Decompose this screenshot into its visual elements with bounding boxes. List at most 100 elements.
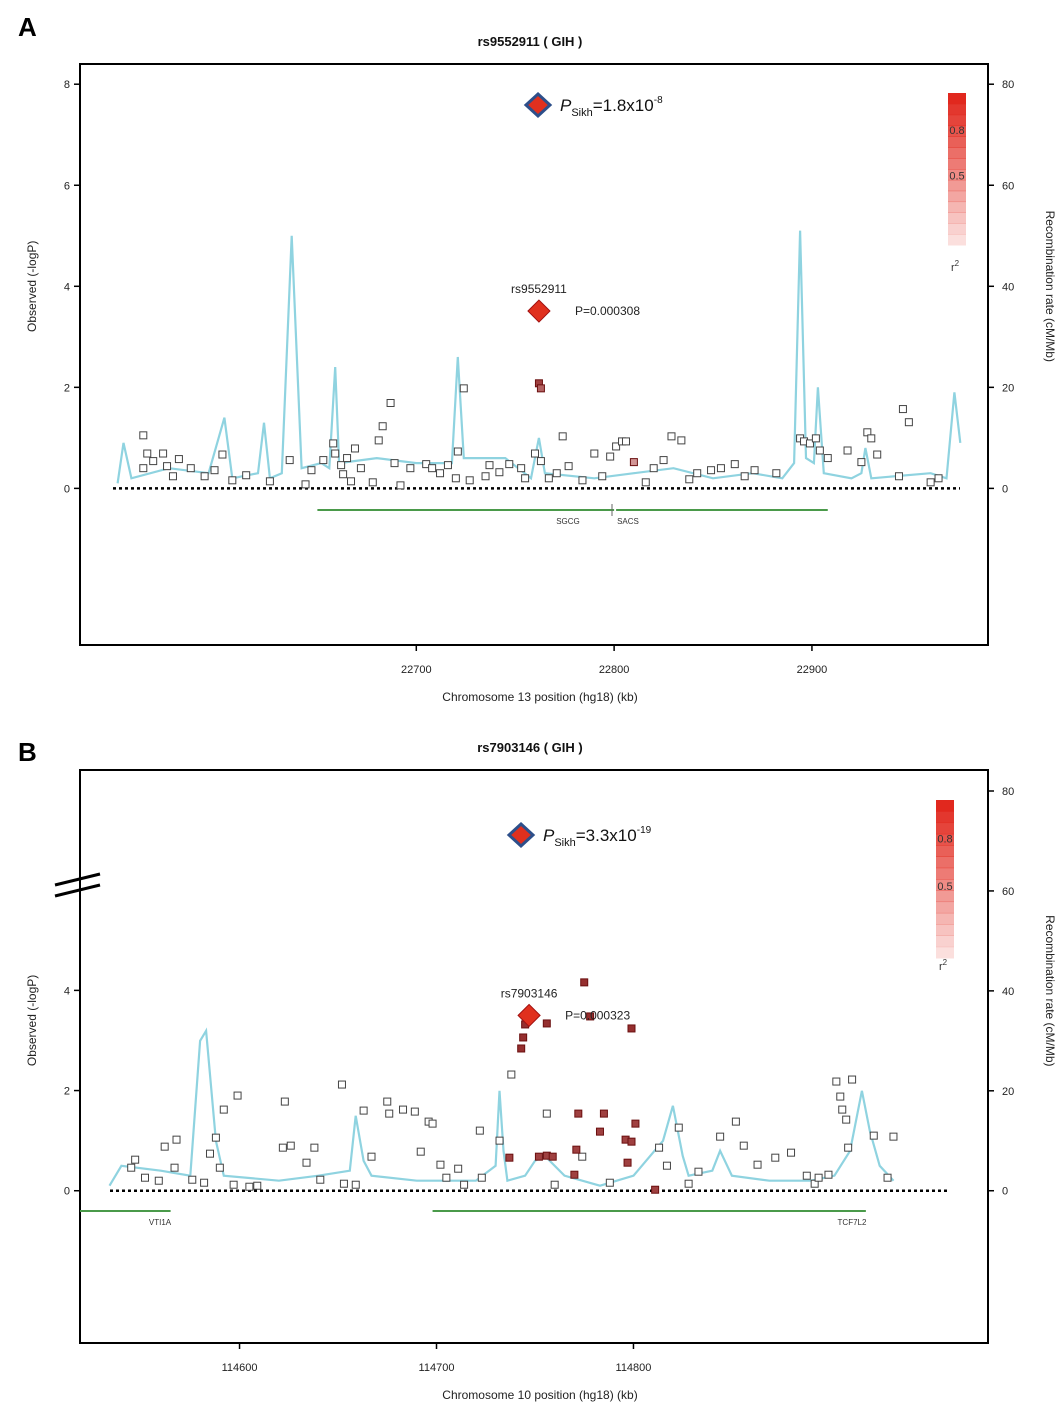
ld-colorbar-step <box>936 935 954 948</box>
ld-colorbar-step <box>936 811 954 824</box>
snp-point <box>599 1109 608 1118</box>
y2-tick-label: 60 <box>1002 886 1014 898</box>
ld-colorbar-step <box>936 800 954 812</box>
snp-point <box>651 1185 660 1194</box>
snp-point <box>436 1160 445 1169</box>
ld-legend-title: r2 <box>951 259 960 274</box>
ld-colorbar-step <box>948 201 966 213</box>
plot-frame <box>79 769 989 1344</box>
snp-point <box>280 1097 289 1106</box>
snp-point <box>578 1152 587 1161</box>
snp-point <box>674 1123 683 1132</box>
snp-point <box>580 978 589 987</box>
x-axis-label: Chromosome 10 position (hg18) (kb) <box>442 1388 637 1402</box>
snp-point <box>629 458 638 467</box>
y2-tick-label: 0 <box>1002 1186 1008 1198</box>
chart-title: rs9552911 ( GIH ) <box>478 34 583 49</box>
snp-point <box>160 1142 169 1151</box>
gene-label: TCF7L2 <box>838 1218 867 1227</box>
ld-colorbar-step <box>948 125 966 137</box>
snp-point <box>842 1115 851 1124</box>
snp-point <box>356 464 365 473</box>
snp-point <box>685 475 694 484</box>
x-tick-label: 114800 <box>616 1362 652 1374</box>
snp-point <box>898 405 907 414</box>
snp-point <box>465 476 474 485</box>
snp-point <box>627 1024 636 1033</box>
ld-colorbar-step <box>936 833 954 846</box>
lead-snp-name: rs7903146 <box>501 986 558 1000</box>
snp-point <box>410 1107 419 1116</box>
snp-point <box>143 449 152 458</box>
snp-point <box>536 457 545 466</box>
snp-point <box>481 472 490 481</box>
y-axis-label: Observed (-logP) <box>25 241 39 332</box>
snp-point <box>873 450 882 459</box>
snp-point <box>544 474 553 483</box>
snp-point <box>475 1126 484 1135</box>
y2-axis-label: Recombination rate (cM/Mb) <box>1043 915 1057 1066</box>
snp-point <box>307 466 316 475</box>
ld-legend-tick: 0.5 <box>949 171 964 183</box>
y-tick-label: 8 <box>64 79 70 91</box>
snp-point <box>889 1132 898 1141</box>
snp-point <box>716 464 725 473</box>
x-tick-label: 22700 <box>401 664 432 676</box>
snp-point <box>753 1160 762 1169</box>
ld-colorbar-step <box>948 158 966 170</box>
snp-point <box>771 1153 780 1162</box>
recombination-rate-line <box>116 230 962 484</box>
snp-point <box>586 1012 595 1021</box>
snp-point <box>542 1019 551 1028</box>
snp-point <box>385 1109 394 1118</box>
snp-point <box>454 1164 463 1173</box>
meta-p-annotation: PSikh=3.3x10-19 <box>543 825 652 849</box>
snp-point <box>815 446 824 455</box>
y2-tick-label: 80 <box>1002 79 1014 91</box>
ld-colorbar-step <box>948 212 966 224</box>
snp-point <box>390 459 399 468</box>
snp-point <box>926 478 935 487</box>
panel-label: B <box>18 737 37 767</box>
snp-point <box>228 476 237 485</box>
snp-point <box>233 1091 242 1100</box>
snp-point <box>716 1132 725 1141</box>
snp-point <box>641 478 650 487</box>
snp-point <box>731 1117 740 1126</box>
snp-point <box>894 472 903 481</box>
ld-colorbar-step <box>948 93 966 105</box>
snp-point <box>265 477 274 486</box>
snp-point <box>655 1143 664 1152</box>
snp-point <box>159 449 168 458</box>
y2-tick-label: 20 <box>1002 1086 1014 1098</box>
snp-point <box>824 1170 833 1179</box>
y-tick-label: 2 <box>64 382 70 394</box>
snp-point <box>140 1173 149 1182</box>
snp-point <box>550 1180 559 1189</box>
chart-title: rs7903146 ( GIH ) <box>477 740 583 755</box>
snp-point <box>623 1158 632 1167</box>
snp-point <box>844 1143 853 1152</box>
snp-point <box>442 1173 451 1182</box>
ld-legend-tick: 0.5 <box>937 881 952 893</box>
ld-colorbar-step <box>936 901 954 914</box>
ld-legend-title: r2 <box>939 958 948 973</box>
snp-point <box>517 1044 526 1053</box>
snp-point <box>367 1152 376 1161</box>
meta-p-exponent: -19 <box>637 825 652 836</box>
snp-point <box>536 384 545 393</box>
lead-snp-diamond <box>527 299 551 323</box>
snp-point <box>174 455 183 464</box>
ld-legend-tick: 0.8 <box>937 834 952 846</box>
snp-point <box>436 469 445 478</box>
snp-point <box>168 472 177 481</box>
snp-point <box>383 1097 392 1106</box>
snp-point <box>805 439 814 448</box>
ld-colorbar-step <box>948 223 966 235</box>
gene-label: SGCG <box>556 517 580 526</box>
ld-colorbar-step <box>936 822 954 835</box>
snp-point <box>428 464 437 473</box>
snp-point <box>605 1178 614 1187</box>
snp-point <box>595 1127 604 1136</box>
